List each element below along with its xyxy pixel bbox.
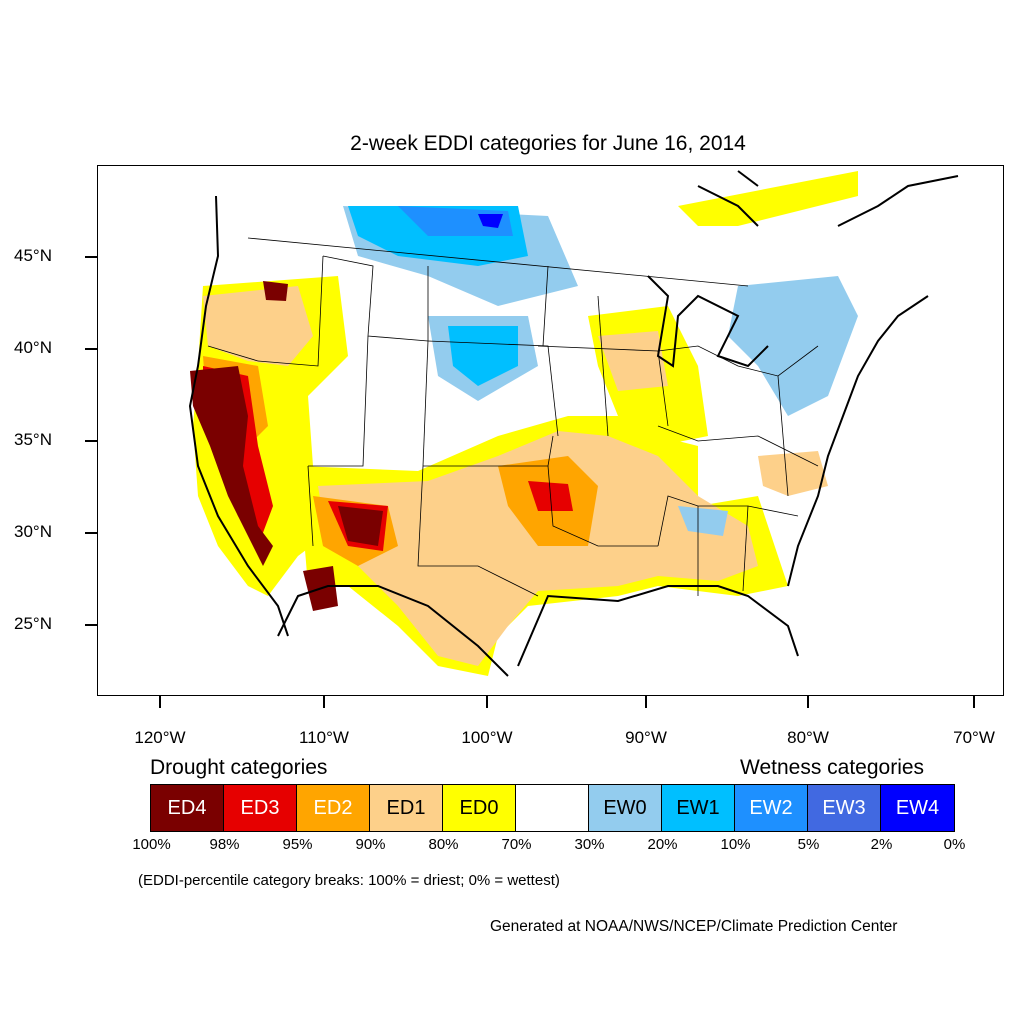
category-legend: ED4 ED3 ED2 ED1 ED0 EW0 EW1 EW2 EW3 EW4 <box>150 784 955 832</box>
lat-label-35: 35°N <box>14 430 52 449</box>
lon-label-120: 120°W <box>134 728 186 747</box>
region-ed4-or <box>263 281 288 301</box>
legend-box-ed2: ED2 <box>297 785 370 831</box>
percent-break-label: 90% <box>355 836 386 853</box>
legend-box-ew4: EW4 <box>881 785 954 831</box>
percent-break-label: 70% <box>501 836 532 853</box>
region-ed0-canada <box>678 171 858 226</box>
legend-box-neutral <box>516 785 589 831</box>
region-ew0-se <box>678 506 728 536</box>
lon-tick <box>323 696 325 708</box>
legend-box-ew3: EW3 <box>808 785 881 831</box>
percent-break-label: 98% <box>209 836 240 853</box>
lat-tick <box>85 256 97 258</box>
lat-tick <box>85 624 97 626</box>
region-ed1-west <box>203 286 313 366</box>
legend-box-ed0: ED0 <box>443 785 516 831</box>
region-ed1-midwest <box>598 331 668 391</box>
percent-break-label: 80% <box>428 836 459 853</box>
lat-tick <box>85 440 97 442</box>
lon-tick <box>807 696 809 708</box>
percent-break-label: 2% <box>870 836 893 853</box>
lon-tick <box>645 696 647 708</box>
map-title: 2-week EDDI categories for June 16, 2014 <box>350 132 746 155</box>
lon-label-90: 90°W <box>625 728 667 747</box>
percent-break-label: 30% <box>574 836 605 853</box>
lon-label-110: 110°W <box>299 728 349 747</box>
legend-box-ed4: ED4 <box>151 785 224 831</box>
lat-tick <box>85 532 97 534</box>
lon-tick <box>973 696 975 708</box>
legend-box-ed1: ED1 <box>370 785 443 831</box>
lat-tick <box>85 348 97 350</box>
wetness-categories-title: Wetness categories <box>740 756 925 779</box>
lat-label-25: 25°N <box>14 614 52 633</box>
state-borders <box>207 237 819 597</box>
lon-tick <box>486 696 488 708</box>
percent-break-label: 10% <box>720 836 751 853</box>
percent-break-label: 20% <box>647 836 678 853</box>
legend-box-ew2: EW2 <box>735 785 808 831</box>
map-canvas <box>188 170 959 677</box>
coastlines <box>188 170 959 677</box>
lat-label-30: 30°N <box>14 522 52 541</box>
region-ew4-north <box>478 214 503 228</box>
legend-box-ed3: ED3 <box>224 785 297 831</box>
region-ew0-ne <box>728 276 858 416</box>
lon-label-100: 100°W <box>461 728 513 747</box>
eddi-map <box>97 165 1004 696</box>
lat-label-45: 45°N <box>14 246 52 265</box>
legend-box-ew0: EW0 <box>589 785 662 831</box>
percent-break-label: 5% <box>797 836 820 853</box>
percent-break-label: 0% <box>943 836 966 853</box>
percent-break-label: 95% <box>282 836 313 853</box>
lat-label-40: 40°N <box>14 338 52 357</box>
region-ed4-nm <box>338 506 383 546</box>
region-ew1-dakotas <box>448 326 518 386</box>
legend-box-ew1: EW1 <box>662 785 735 831</box>
region-ew2-north <box>398 206 513 236</box>
region-ed4-ca <box>190 366 273 566</box>
lon-tick <box>159 696 161 708</box>
credit-line: Generated at NOAA/NWS/NCEP/Climate Predi… <box>490 918 898 935</box>
lon-label-70: 70°W <box>953 728 995 747</box>
drought-categories-title: Drought categories <box>150 756 328 779</box>
lon-label-80: 80°W <box>787 728 829 747</box>
category-note: (EDDI-percentile category breaks: 100% =… <box>138 872 560 889</box>
percent-break-label: 100% <box>132 836 171 853</box>
